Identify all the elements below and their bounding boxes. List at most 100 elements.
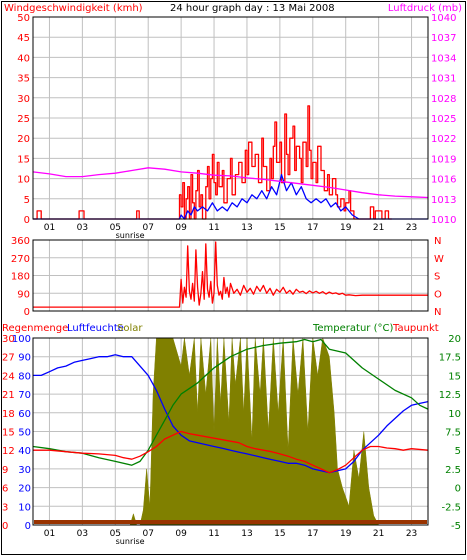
humidity-y-tick: 100 bbox=[12, 334, 31, 345]
humidity-y-tick: 40 bbox=[18, 446, 31, 457]
humidity-y-tick: 20 bbox=[18, 484, 31, 495]
x-tick-label: 19 bbox=[340, 223, 352, 233]
direction-compass-tick: O bbox=[434, 289, 442, 300]
direction-compass-tick: N bbox=[434, 307, 441, 318]
direction-y-tick: 270 bbox=[11, 254, 30, 265]
x-tick-label: 11 bbox=[208, 529, 219, 539]
direction-y-tick: 0 bbox=[24, 307, 30, 318]
wind-panel-frame bbox=[32, 16, 429, 220]
x-tick-label: 19 bbox=[340, 529, 352, 539]
direction-compass-tick: S bbox=[434, 272, 440, 283]
x-tick-label: 11 bbox=[208, 223, 219, 233]
pressure-y-tick: 1019 bbox=[431, 154, 456, 165]
direction-compass-tick: N bbox=[434, 236, 441, 247]
humidity-y-tick: 60 bbox=[18, 409, 31, 420]
wind-y-tick: 35 bbox=[17, 74, 30, 85]
wind-axis-title: Windgeschwindigkeit (kmh) bbox=[4, 3, 143, 14]
pressure-y-tick: 1022 bbox=[431, 134, 456, 145]
temperature-y-tick: 5 bbox=[455, 446, 461, 457]
x-tick-label: 01 bbox=[44, 529, 55, 539]
pressure-y-tick: 1040 bbox=[431, 13, 456, 24]
rain-y-tick: 24 bbox=[2, 371, 15, 382]
sunrise-label: sunrise bbox=[116, 537, 145, 546]
climate-panel-frame bbox=[32, 337, 429, 526]
gust-line bbox=[33, 105, 392, 220]
pressure-y-tick: 1016 bbox=[431, 175, 456, 186]
wind-y-tick: 15 bbox=[17, 154, 30, 165]
wind-y-tick: 45 bbox=[17, 33, 30, 44]
graph-title: 24 hour graph day : 13 Mai 2008 bbox=[170, 3, 335, 14]
rain-y-tick: 9 bbox=[2, 465, 8, 476]
rain-y-tick: 15 bbox=[2, 428, 15, 439]
rain-y-tick: 6 bbox=[2, 484, 8, 495]
direction-line bbox=[33, 241, 428, 308]
temperature-y-tick: -2.5 bbox=[441, 502, 461, 513]
direction-compass-tick: W bbox=[434, 254, 444, 265]
x-tick-label: 15 bbox=[274, 529, 285, 539]
x-tick-label: 09 bbox=[175, 223, 187, 233]
humidity-y-tick: 70 bbox=[18, 390, 31, 401]
humidity-axis-title: Luftfeuchte bbox=[67, 323, 124, 334]
pressure-y-tick: 1010 bbox=[431, 215, 456, 226]
x-tick-label: 13 bbox=[241, 529, 252, 539]
x-tick-label: 09 bbox=[175, 529, 187, 539]
x-tick-label: 07 bbox=[142, 223, 153, 233]
wind-y-tick: 10 bbox=[17, 175, 30, 186]
wind-y-tick: 50 bbox=[17, 13, 30, 24]
x-tick-label: 05 bbox=[110, 529, 121, 539]
solar-axis-title: Solar bbox=[117, 323, 143, 334]
wind-y-tick: 25 bbox=[17, 114, 30, 125]
wind-y-tick: 0 bbox=[24, 215, 30, 226]
wind-panel-ticks: 0510152025303540455010101013101610191022… bbox=[17, 13, 456, 240]
wind-panel-series bbox=[32, 105, 429, 220]
direction-y-tick: 90 bbox=[17, 289, 30, 300]
pressure-line bbox=[32, 167, 429, 199]
pressure-y-tick: 1028 bbox=[431, 94, 456, 105]
x-tick-label: 05 bbox=[110, 223, 121, 233]
climate-panel-series bbox=[32, 337, 429, 526]
humidity-y-tick: 80 bbox=[18, 371, 31, 382]
temperature-y-tick: 10 bbox=[448, 409, 461, 420]
temperature-y-tick: 17.5 bbox=[439, 353, 461, 364]
rain-y-tick: 12 bbox=[2, 446, 15, 457]
x-tick-label: 21 bbox=[373, 529, 384, 539]
pressure-y-tick: 1025 bbox=[431, 114, 456, 125]
temperature-y-tick: 2.5 bbox=[445, 465, 461, 476]
dewpoint-line bbox=[33, 430, 429, 474]
pressure-axis-title: Luftdruck (mb) bbox=[388, 3, 462, 14]
x-tick-label: 03 bbox=[77, 529, 88, 539]
wind-line bbox=[33, 173, 428, 220]
temperature-y-tick: 20 bbox=[448, 334, 461, 345]
sunrise-label: sunrise bbox=[116, 231, 145, 240]
humidity-y-tick: 10 bbox=[18, 502, 31, 513]
x-tick-label: 01 bbox=[44, 223, 55, 233]
direction-y-tick: 180 bbox=[11, 272, 30, 283]
x-tick-label: 17 bbox=[307, 223, 318, 233]
x-tick-label: 23 bbox=[406, 529, 417, 539]
pressure-y-tick: 1034 bbox=[431, 53, 456, 64]
rain-y-tick: 30 bbox=[2, 334, 15, 345]
wind-y-tick: 20 bbox=[17, 134, 30, 145]
humidity-y-tick: 50 bbox=[18, 428, 31, 439]
x-tick-label: 13 bbox=[241, 223, 252, 233]
pressure-y-tick: 1013 bbox=[431, 195, 456, 206]
humidity-y-tick: 90 bbox=[18, 353, 31, 364]
rain-y-tick: 21 bbox=[2, 390, 15, 401]
humidity-y-tick: 30 bbox=[18, 465, 31, 476]
humidity-y-tick: 0 bbox=[25, 521, 31, 532]
pressure-y-tick: 1031 bbox=[431, 74, 456, 85]
rain-axis-title: Regenmenge bbox=[2, 323, 68, 334]
temperature-y-tick: 12.5 bbox=[439, 390, 461, 401]
direction-panel-frame bbox=[32, 239, 429, 312]
rain-y-tick: 27 bbox=[2, 353, 15, 364]
direction-panel-series bbox=[33, 241, 428, 308]
x-tick-label: 07 bbox=[142, 529, 153, 539]
dewpoint-axis-title: Taupunkt bbox=[392, 323, 439, 334]
rain-y-tick: 0 bbox=[2, 521, 8, 532]
pressure-y-tick: 1037 bbox=[431, 33, 456, 44]
x-tick-label: 21 bbox=[373, 223, 384, 233]
wind-y-tick: 30 bbox=[17, 94, 30, 105]
